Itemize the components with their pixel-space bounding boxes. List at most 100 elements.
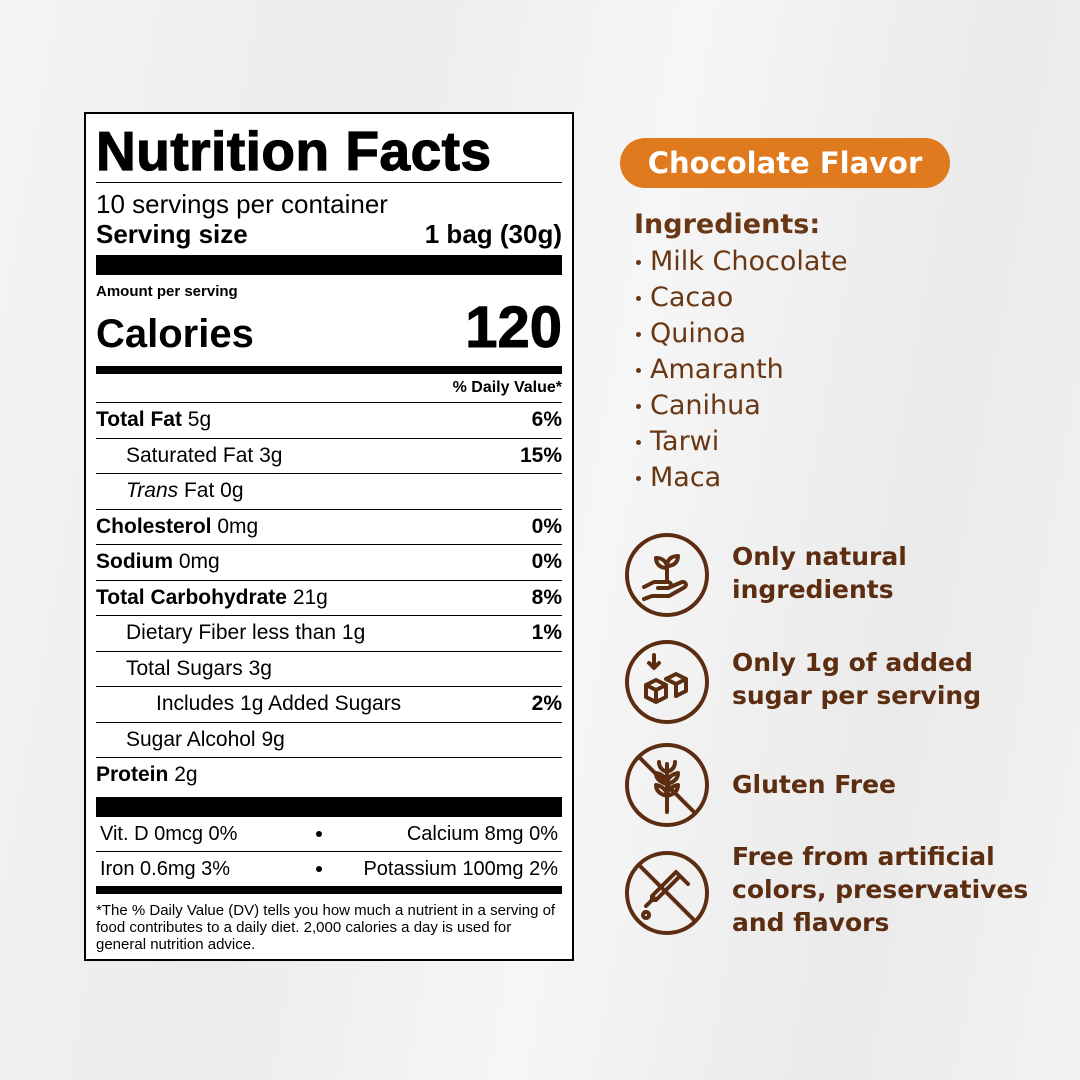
daily-value-header: % Daily Value* bbox=[96, 374, 562, 403]
divider bbox=[96, 885, 562, 894]
micronutrient-row: Vit. D 0mcg 0% Calcium 8mg 0% bbox=[96, 817, 562, 852]
feature-line: colors, preservatives bbox=[732, 875, 1029, 904]
feature-line: Gluten Free bbox=[732, 770, 897, 799]
serving-size: Serving size 1 bag (30g) bbox=[96, 219, 562, 249]
bullet bbox=[636, 439, 641, 445]
ingredient: Tarwi bbox=[650, 426, 720, 457]
nutrient-name: Saturated Fat bbox=[126, 443, 254, 467]
ingredient-item: Quinoa bbox=[634, 316, 848, 352]
divider bbox=[96, 255, 562, 275]
nutrient-amount: 3g bbox=[248, 656, 272, 680]
ingredient: Milk Chocolate bbox=[650, 246, 848, 277]
serving-size-label: Serving size bbox=[96, 219, 248, 249]
ingredient-item: Cacao bbox=[634, 280, 848, 316]
feature: Only 1g of added sugar per serving bbox=[732, 646, 981, 712]
nutrient-name: Protein bbox=[96, 763, 169, 786]
divider bbox=[96, 366, 562, 374]
nutrient-row: Includes 1g Added Sugars 2% bbox=[96, 687, 562, 723]
nutrient-amount: 2g bbox=[174, 763, 198, 786]
nutrient-amount: 9g bbox=[261, 727, 285, 751]
feature-line: ingredients bbox=[732, 575, 894, 604]
nutrient-dv: 8% bbox=[531, 585, 562, 609]
ingredient: Quinoa bbox=[650, 318, 747, 349]
ingredient: Amaranth bbox=[650, 354, 784, 385]
nutrient-row: Sugar Alcohol 9g bbox=[96, 723, 562, 758]
feature: Only natural ingredients bbox=[732, 540, 907, 606]
nutrient-name: Sugar Alcohol bbox=[126, 727, 256, 751]
micronutrient: Vit. D 0mcg 0% bbox=[100, 822, 238, 845]
nutrient-amount: 0mg bbox=[217, 514, 259, 538]
nutrient-amount: 0mg bbox=[178, 550, 220, 573]
bullet bbox=[636, 295, 641, 301]
bullet bbox=[636, 367, 641, 373]
amount-per-serving: Amount per serving bbox=[96, 283, 238, 300]
bullet bbox=[636, 259, 641, 265]
ingredient-list: Milk Chocolate Cacao Quinoa Amaranth Canihua… bbox=[634, 244, 848, 496]
flavor-badge: Chocolate Flavor bbox=[620, 138, 950, 188]
label-title: Nutrition Facts bbox=[95, 119, 562, 183]
nutrient-name: Total Fat bbox=[96, 408, 182, 431]
sugar-icon bbox=[625, 640, 709, 724]
micronutrient-row: Iron 0.6mg 3% Potassium 100mg 2% bbox=[96, 852, 562, 886]
feature-line: and flavors bbox=[732, 908, 890, 937]
ingredient-item: Milk Chocolate bbox=[634, 244, 848, 280]
feature-line: Only natural bbox=[732, 542, 907, 571]
nutrient-row: Sodium 0mg 0% bbox=[96, 545, 562, 581]
nutrient-name: Total Carbohydrate bbox=[96, 585, 287, 609]
serving-size-value: 1 bag (30g) bbox=[424, 219, 562, 249]
feature: Gluten Free bbox=[732, 768, 896, 801]
feature-line: Only 1g of added bbox=[732, 648, 973, 677]
nutrient-row: Total Carbohydrate 21g 8% bbox=[96, 581, 562, 616]
servings: 10 servings per container bbox=[96, 189, 388, 219]
feature-line: Free from artificial bbox=[732, 842, 995, 871]
nutrient-row: Trans Fat 0g bbox=[96, 474, 562, 510]
no-artificial-icon bbox=[625, 851, 709, 935]
natural-icon bbox=[625, 533, 709, 617]
nutrient-name: Includes 1g Added Sugars bbox=[156, 692, 402, 715]
nutrient-amount: 3g bbox=[259, 443, 283, 467]
nutrient-dv: 0% bbox=[531, 550, 562, 573]
micronutrient: Potassium 100mg 2% bbox=[363, 857, 558, 880]
bullet bbox=[636, 475, 641, 481]
ingredient-item: Amaranth bbox=[634, 352, 848, 388]
nutrient-amount: 5g bbox=[187, 408, 212, 431]
nutrient-dv: 1% bbox=[531, 621, 562, 644]
nutrient-row: Saturated Fat 3g 15% bbox=[96, 439, 562, 474]
nutrient-amount: less than 1g bbox=[252, 621, 366, 644]
ingredients-title: Ingredients: bbox=[634, 209, 821, 240]
nutrition-label: Nutrition Facts 10 servings per containe… bbox=[84, 112, 574, 961]
nutrient-row: Dietary Fiber less than 1g 1% bbox=[96, 616, 562, 652]
nutrient-dv: 15% bbox=[519, 443, 562, 467]
nutrient-name-italic: Trans bbox=[126, 479, 179, 502]
nutrient-row: Cholesterol 0mg 0% bbox=[96, 510, 562, 545]
feature: Free from artificial colors, preservative… bbox=[732, 840, 1028, 939]
calories: Calories 120 bbox=[96, 295, 563, 362]
bullet bbox=[636, 331, 641, 337]
calories-value: 120 bbox=[465, 295, 563, 360]
nutrient-amount: 21g bbox=[292, 585, 328, 609]
nutrient-row: Protein 2g bbox=[96, 758, 562, 793]
divider bbox=[96, 796, 562, 817]
nutrient-name: Total Sugars bbox=[126, 656, 243, 680]
calories-label: Calories bbox=[96, 312, 254, 356]
nutrient-dv: 2% bbox=[531, 692, 562, 715]
ingredient: Canihua bbox=[650, 390, 761, 421]
ingredients: Ingredients: Milk Chocolate Cacao Quinoa Am… bbox=[634, 206, 848, 496]
ingredient-item: Maca bbox=[634, 460, 848, 496]
nutrient-name: Sodium bbox=[96, 550, 173, 573]
feature-line: sugar per serving bbox=[732, 681, 982, 710]
nutrient-amount: 0g bbox=[220, 479, 244, 502]
nutrient-dv: 0% bbox=[531, 514, 562, 538]
gluten-free-icon bbox=[625, 743, 709, 827]
ingredient-item: Canihua bbox=[634, 388, 848, 424]
micronutrient: Iron 0.6mg 3% bbox=[100, 857, 231, 880]
nutrient-row: Total Fat 5g 6% bbox=[96, 403, 562, 439]
nutrient-name: Fat bbox=[183, 479, 215, 502]
ingredient: Maca bbox=[650, 462, 722, 493]
footnote: *The % Daily Value (DV) tells you how mu… bbox=[96, 901, 556, 953]
nutrient-row: Total Sugars 3g bbox=[96, 652, 562, 687]
ingredient: Cacao bbox=[650, 282, 734, 313]
nutrient-dv: 6% bbox=[531, 408, 562, 431]
ingredient-item: Tarwi bbox=[634, 424, 848, 460]
